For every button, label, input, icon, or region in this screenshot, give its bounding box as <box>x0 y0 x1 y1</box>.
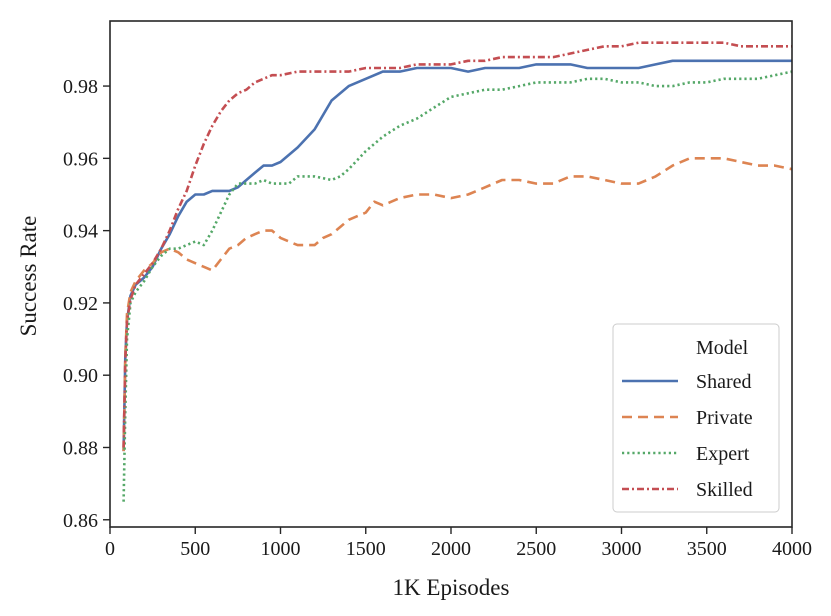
y-tick-label: 0.90 <box>63 365 98 387</box>
x-tick-label: 500 <box>180 538 210 560</box>
series-line-shared <box>122 59 792 452</box>
series-line-private <box>122 157 793 452</box>
y-tick-label: 0.96 <box>63 148 98 170</box>
y-tick-label: 0.92 <box>63 293 98 315</box>
legend-label-shared: Shared <box>696 371 752 393</box>
x-tick-label: 2000 <box>431 538 471 560</box>
y-axis-label: Success Rate <box>16 216 41 337</box>
x-tick-label: 4000 <box>772 538 812 560</box>
x-tick-label: 0 <box>105 538 115 560</box>
y-tick-label: 0.88 <box>63 437 98 459</box>
x-tick-label: 1500 <box>346 538 386 560</box>
series-layer <box>122 41 793 502</box>
x-tick-label: 3500 <box>687 538 727 560</box>
legend-frame <box>612 323 780 513</box>
x-tick-label: 1000 <box>261 538 301 560</box>
legend-label-skilled: Skilled <box>696 479 753 501</box>
x-tick-label: 3000 <box>602 538 642 560</box>
y-tick-label: 0.94 <box>63 221 98 243</box>
legend: Model Shared Private Expert Skilled <box>612 323 780 513</box>
x-axis-label: 1K Episodes <box>393 575 510 600</box>
y-tick-label: 0.86 <box>63 510 98 532</box>
legend-label-expert: Expert <box>696 443 750 465</box>
series-line-skilled <box>122 41 792 448</box>
legend-label-private: Private <box>696 407 753 429</box>
legend-entries: Shared Private Expert Skilled <box>622 371 753 501</box>
x-tick-label: 2500 <box>516 538 556 560</box>
y-tick-label: 0.98 <box>63 76 98 98</box>
legend-title: Model <box>696 337 749 359</box>
axes-layer: 0 500 1000 1500 2000 2500 3000 3500 4000 0.86 0.88… <box>63 20 812 560</box>
